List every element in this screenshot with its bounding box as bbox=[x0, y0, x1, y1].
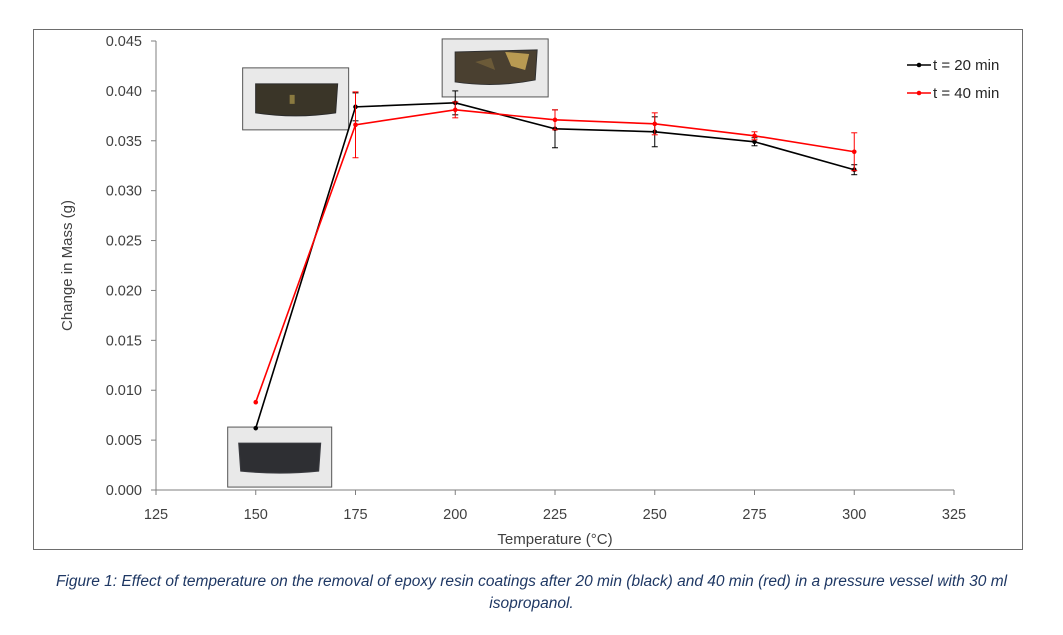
y-tick-label: 0.035 bbox=[106, 134, 142, 150]
legend: t = 20 min t = 40 min bbox=[907, 57, 999, 102]
data-point bbox=[452, 107, 458, 113]
sample-photos bbox=[227, 38, 549, 488]
data-point bbox=[552, 117, 558, 123]
y-axis-title: Change in Mass (g) bbox=[59, 200, 76, 331]
x-axis-title: Temperature (°C) bbox=[497, 531, 612, 548]
data-point bbox=[652, 121, 658, 127]
data-point bbox=[851, 149, 857, 155]
y-tick-label: 0.005 bbox=[106, 433, 142, 449]
sample-photo-200 bbox=[441, 38, 549, 98]
series-line bbox=[254, 109, 855, 403]
series-black bbox=[253, 90, 858, 431]
data-point bbox=[253, 399, 259, 405]
x-tick-label: 275 bbox=[742, 507, 766, 523]
data-point bbox=[752, 133, 757, 139]
axes: 0.000 0.005 0.010 0.015 0.020 0.025 0.030 0.035… bbox=[59, 34, 966, 548]
y-tick-label: 0.045 bbox=[106, 34, 142, 50]
legend-entry-red: t = 40 min bbox=[907, 85, 999, 102]
figure-caption: Figure 1: Effect of temperature on the r… bbox=[55, 573, 1008, 612]
series-red bbox=[253, 91, 858, 405]
x-tick-label: 300 bbox=[842, 507, 866, 523]
y-tick-label: 0.015 bbox=[106, 333, 142, 349]
treated-sample-shape bbox=[255, 83, 339, 117]
sample-photo-175 bbox=[242, 67, 350, 131]
legend-label: t = 20 min bbox=[933, 57, 999, 74]
resin-residue-spot bbox=[289, 94, 295, 104]
data-point bbox=[353, 122, 358, 128]
line-chart: 0.000 0.005 0.010 0.015 0.020 0.025 0.030 0.035… bbox=[59, 34, 999, 548]
y-tick-label: 0.020 bbox=[106, 283, 142, 299]
data-point bbox=[752, 139, 757, 145]
x-tick-label: 125 bbox=[144, 507, 168, 523]
legend-label: t = 40 min bbox=[933, 85, 999, 102]
x-tick-label: 150 bbox=[244, 507, 268, 523]
y-tick-label: 0.000 bbox=[106, 483, 142, 499]
legend-swatch-marker bbox=[916, 90, 922, 96]
y-tick-label: 0.010 bbox=[106, 383, 142, 399]
y-tick-label: 0.025 bbox=[106, 234, 142, 250]
peeled-coating-flake bbox=[475, 57, 496, 70]
data-point bbox=[253, 425, 259, 431]
x-tick-label: 225 bbox=[543, 507, 567, 523]
x-tick-label: 175 bbox=[343, 507, 367, 523]
y-tick-label: 0.040 bbox=[106, 84, 142, 100]
legend-entry-black: t = 20 min bbox=[907, 57, 999, 74]
x-tick-label: 250 bbox=[643, 507, 667, 523]
chart-frame: 0.000 0.005 0.010 0.015 0.020 0.025 0.030 0.035… bbox=[33, 29, 1023, 550]
legend-swatch-marker bbox=[916, 62, 922, 68]
x-tick-label: 325 bbox=[942, 507, 966, 523]
series-layer bbox=[253, 90, 858, 431]
exposed-surface-patch bbox=[505, 51, 530, 70]
sample-photo-150 bbox=[227, 426, 333, 488]
y-tick-label: 0.030 bbox=[106, 184, 142, 200]
x-tick-label: 200 bbox=[443, 507, 467, 523]
coated-sample-shape bbox=[238, 442, 322, 474]
